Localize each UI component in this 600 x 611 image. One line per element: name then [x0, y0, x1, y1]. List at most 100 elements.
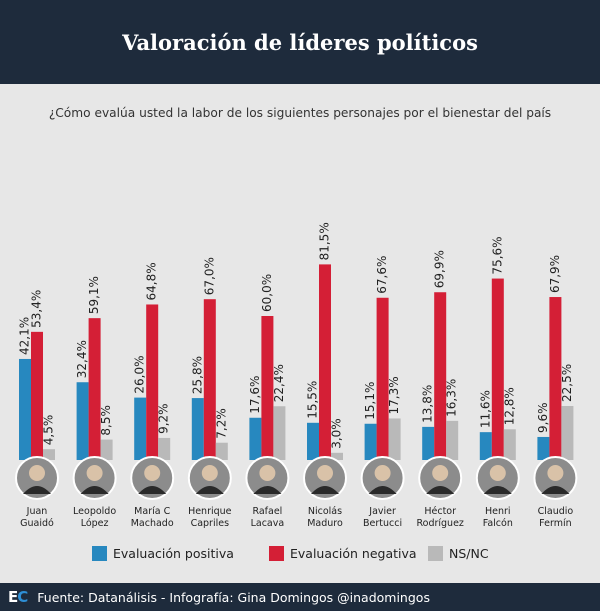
- bar-1-3: [134, 397, 147, 460]
- value-label-2-10: 67,9%: [548, 255, 562, 293]
- bar-2-7: [376, 297, 389, 460]
- value-label-2-2: 59,1%: [87, 276, 101, 314]
- bar-3-9: [503, 429, 516, 460]
- avatar-body-5: [253, 486, 282, 494]
- category-label-3-1: María C: [134, 506, 170, 517]
- value-label-2-7: 67,6%: [375, 256, 389, 294]
- bar-1-4: [191, 398, 204, 460]
- page-title: Valoración de líderes políticos: [122, 29, 478, 55]
- value-label-1-7: 15,1%: [363, 382, 377, 420]
- avatar-body-3: [138, 486, 167, 494]
- bar-1-9: [479, 432, 492, 460]
- bar-3-6: [331, 452, 343, 460]
- bar-2-5: [261, 316, 274, 460]
- bar-2-10: [549, 297, 562, 460]
- bar-2-4: [203, 299, 216, 460]
- value-label-1-8: 13,8%: [421, 385, 435, 423]
- bar-2-9: [491, 278, 504, 460]
- avatar-face-10: [547, 465, 564, 481]
- bar-3-5: [273, 406, 286, 460]
- value-label-1-3: 26,0%: [133, 355, 147, 393]
- bar-2-2: [88, 318, 101, 460]
- legend-label-3: NS/NC: [449, 546, 489, 561]
- category-label-3-2: Machado: [131, 518, 174, 529]
- bar-1-6: [307, 422, 319, 460]
- bar-1-5: [249, 417, 262, 460]
- avatar-body-7: [368, 486, 397, 494]
- value-label-1-4: 25,8%: [190, 356, 204, 394]
- value-label-1-5: 17,6%: [248, 376, 262, 414]
- value-label-2-4: 67,0%: [202, 257, 216, 295]
- category-label-4-1: Henrique: [188, 506, 232, 517]
- value-label-3-6: 3,0%: [330, 418, 344, 449]
- value-label-3-3: 9,2%: [157, 403, 171, 434]
- avatar-face-2: [86, 465, 103, 481]
- category-label-8-2: Rodríguez: [416, 518, 463, 529]
- bar-1-2: [76, 382, 89, 460]
- category-label-1-2: Guaidó: [20, 518, 54, 529]
- value-label-2-1: 53,4%: [30, 290, 44, 328]
- value-label-3-9: 12,8%: [502, 387, 516, 425]
- value-label-2-6: 81,5%: [318, 222, 332, 260]
- category-label-4-2: Capriles: [191, 518, 230, 529]
- chart-subtitle: ¿Cómo evalúa usted la labor de los sigui…: [48, 106, 552, 120]
- value-label-3-2: 8,5%: [99, 405, 113, 436]
- value-label-3-1: 4,5%: [42, 415, 56, 446]
- avatar-body-1: [23, 486, 51, 494]
- value-label-1-1: 42,1%: [18, 317, 32, 355]
- bar-1-10: [537, 436, 550, 460]
- value-label-2-5: 60,0%: [260, 274, 274, 312]
- category-label-2-2: López: [81, 518, 109, 529]
- avatar-body-9: [483, 486, 512, 494]
- bar-1-8: [422, 426, 435, 460]
- value-label-3-5: 22,4%: [272, 364, 286, 402]
- avatar-body-6: [311, 486, 339, 494]
- header-bar: Valoración de líderes políticos: [0, 0, 600, 84]
- avatar-face-9: [489, 465, 506, 481]
- value-label-3-7: 17,3%: [387, 376, 401, 414]
- value-label-2-3: 64,8%: [145, 262, 159, 300]
- value-label-1-6: 15,5%: [306, 381, 320, 419]
- avatar-body-8: [426, 486, 455, 494]
- legend-swatch-1: [92, 546, 107, 561]
- bar-2-8: [434, 292, 447, 460]
- bar-3-10: [561, 406, 574, 460]
- bar-3-2: [100, 439, 113, 460]
- avatar-body-2: [80, 486, 109, 494]
- bar-3-3: [158, 437, 171, 460]
- avatar-face-4: [201, 465, 218, 481]
- value-label-2-8: 69,9%: [433, 250, 447, 288]
- value-label-1-10: 9,6%: [536, 402, 550, 433]
- value-label-3-10: 22,5%: [560, 364, 574, 402]
- category-label-2-1: Leopoldo: [73, 506, 116, 517]
- bar-1-7: [364, 423, 377, 460]
- avatar-face-3: [144, 465, 161, 481]
- bar-3-1: [43, 449, 55, 460]
- category-label-5-2: Lacava: [251, 518, 285, 529]
- avatar-face-8: [432, 465, 449, 481]
- category-label-10-1: Claudio: [538, 506, 574, 517]
- category-label-10-2: Fermín: [539, 518, 571, 529]
- avatar-face-1: [29, 465, 45, 481]
- bar-2-1: [31, 331, 43, 460]
- bar-3-8: [446, 420, 459, 460]
- value-label-2-9: 75,6%: [490, 236, 504, 274]
- value-label-3-8: 16,3%: [445, 379, 459, 417]
- avatar-body-10: [541, 486, 570, 494]
- category-label-9-2: Falcón: [483, 518, 513, 529]
- legend-label-2: Evaluación negativa: [290, 546, 417, 561]
- bar-1-1: [19, 358, 31, 460]
- category-label-7-2: Bertucci: [363, 518, 402, 529]
- category-label-6-2: Maduro: [307, 518, 343, 529]
- category-label-1-1: Juan: [26, 506, 48, 517]
- legend-swatch-2: [269, 546, 284, 561]
- avatar-face-6: [317, 465, 333, 481]
- bar-3-7: [388, 418, 401, 460]
- legend-swatch-3: [428, 546, 443, 561]
- ec-logo: EC: [8, 588, 28, 606]
- category-label-9-1: Henri: [485, 506, 511, 517]
- footer-bar: EC Fuente: Datanálisis - Infografía: Gin…: [0, 583, 600, 611]
- value-label-1-9: 11,6%: [478, 390, 492, 428]
- legend-label-1: Evaluación positiva: [113, 546, 234, 561]
